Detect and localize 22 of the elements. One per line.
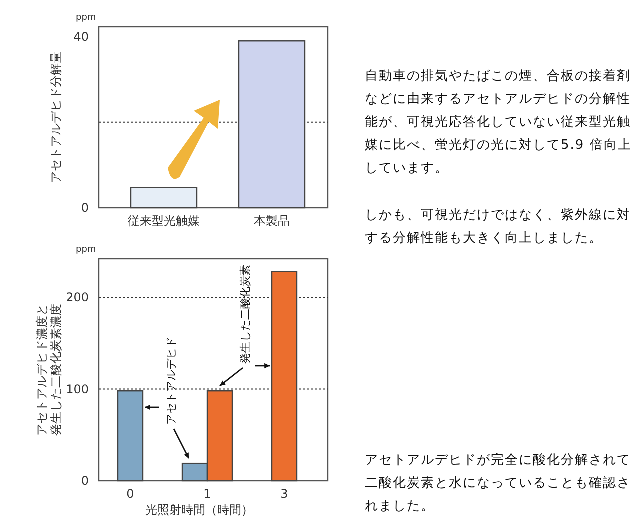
y-tick-label: 200 — [66, 290, 89, 305]
x-tick-label: 本製品 — [254, 214, 290, 228]
y-axis-title: アセトアルデヒド分解量 — [49, 52, 63, 184]
x-tick-label: 1 — [204, 487, 212, 501]
x-tick-label: 0 — [126, 487, 134, 501]
text: ppm — [76, 245, 96, 255]
y-tick-label: 40 — [74, 30, 89, 44]
text: 自動車の排気やたばこの煙、合板の接着剤などに由来するアセトアルデヒドの分解性能が、可視光応答化していない従来型光触媒に比べ、蛍光灯の光に対して5.9 倍向上しています。 — [365, 68, 632, 176]
bar — [117, 390, 144, 482]
x-tick-label: 3 — [280, 487, 288, 501]
text: ppm — [76, 13, 96, 23]
x-axis-title: 光照射時間（時間） — [146, 503, 254, 517]
text: アセトアルデヒド — [164, 337, 178, 426]
y-axis-title: アセトアルデヒド濃度と発生した二酸化炭素濃度 — [35, 304, 63, 436]
text: アセトアルデヒドが完全に酸化分解されて二酸化炭素と水になっていることも確認されました。 — [365, 452, 631, 514]
bar — [271, 271, 298, 482]
text: しかも、可視光だけではなく、紫外線に対する分解性能も大きく向上しました。 — [365, 207, 631, 246]
y-tick-label: 100 — [66, 382, 89, 396]
text: 発生した二酸化炭素 — [238, 265, 252, 364]
y-tick-label: 0 — [81, 201, 89, 216]
y-tick-label: 0 — [81, 474, 89, 488]
x-tick-label: 従来型光触媒 — [128, 214, 200, 228]
